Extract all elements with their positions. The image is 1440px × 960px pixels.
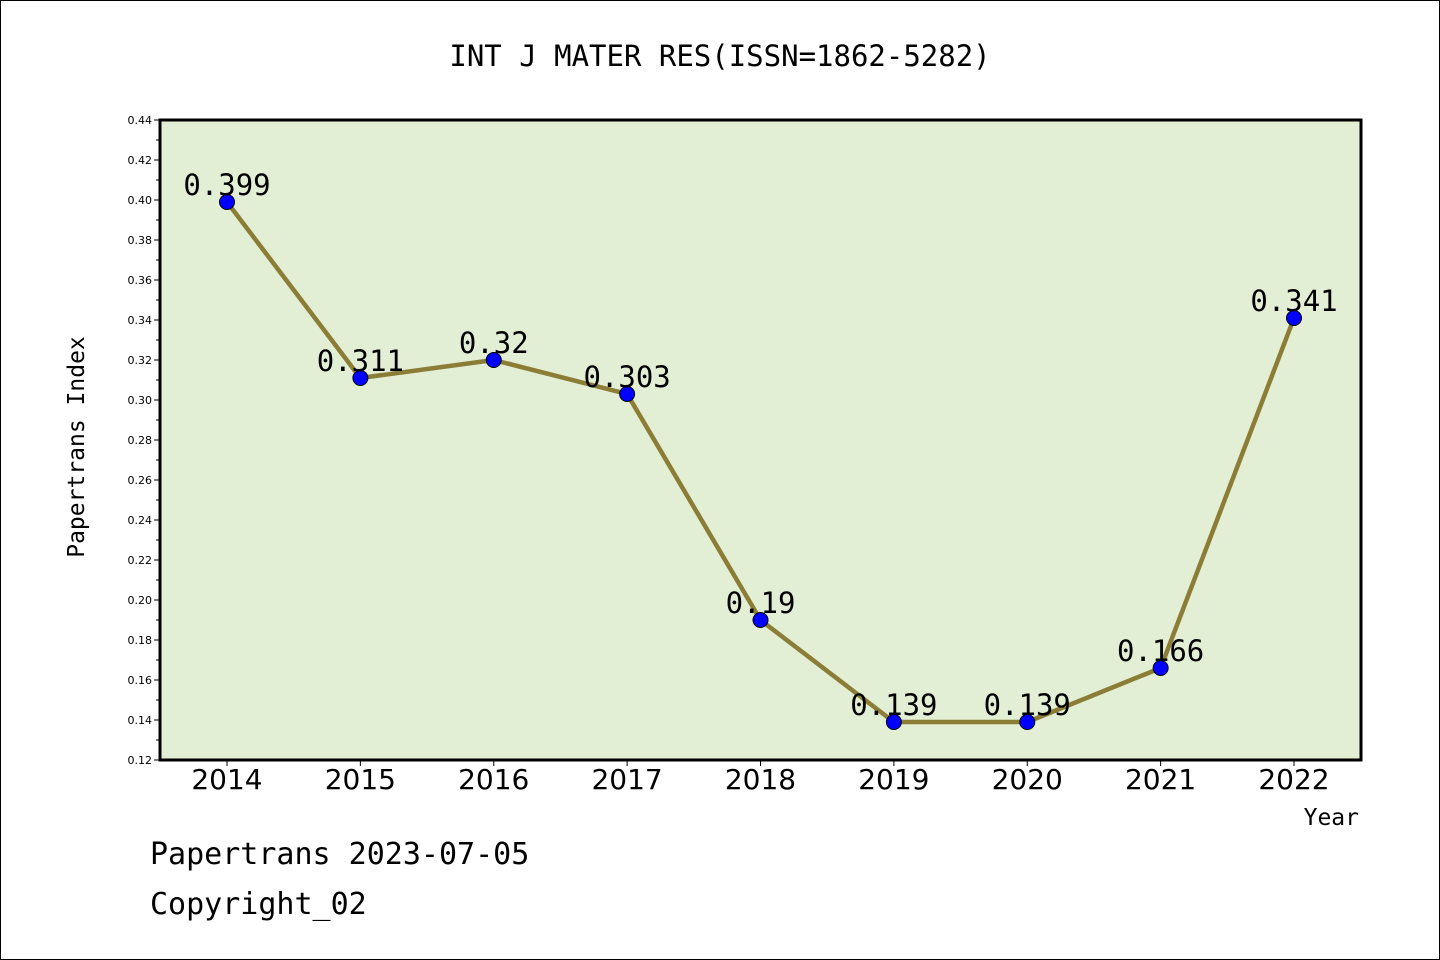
y-tick-label: 0.20 <box>128 594 153 607</box>
x-tick-label: 2014 <box>191 763 262 796</box>
plot-area <box>160 120 1361 760</box>
data-label: 0.19 <box>726 586 796 620</box>
y-tick-label: 0.40 <box>128 194 153 207</box>
data-point <box>885 714 902 730</box>
data-label: 0.303 <box>583 360 670 394</box>
data-point <box>1152 660 1169 676</box>
y-tick-label: 0.36 <box>128 274 153 287</box>
data-point <box>1286 310 1302 326</box>
y-tick-label: 0.30 <box>128 394 153 407</box>
footer-copyright: Copyright_02 <box>150 887 367 922</box>
y-tick-label: 0.14 <box>128 714 153 727</box>
data-point <box>1019 714 1036 730</box>
x-axis-label: Year <box>1304 805 1359 831</box>
y-tick-label: 0.12 <box>128 754 153 767</box>
y-tick-label: 0.16 <box>128 674 153 687</box>
data-label: 0.399 <box>183 168 270 202</box>
x-tick-label: 2020 <box>992 763 1063 796</box>
y-tick-label: 0.22 <box>128 554 153 567</box>
data-point <box>352 370 369 386</box>
y-tick-label: 0.44 <box>128 114 153 127</box>
y-tick-label: 0.26 <box>128 474 153 487</box>
data-point <box>485 352 502 368</box>
y-tick-label: 0.24 <box>128 514 153 527</box>
y-tick-label: 0.28 <box>128 434 153 447</box>
plot-border <box>158 118 1363 762</box>
y-tick-label: 0.34 <box>128 314 153 327</box>
chart-title: INT J MATER RES(ISSN=1862-5282) <box>449 39 990 73</box>
data-point <box>619 386 636 402</box>
x-tick-label: 2015 <box>325 763 396 796</box>
data-point <box>752 612 769 628</box>
x-tick-label: 2017 <box>591 763 662 796</box>
x-tick-label: 2018 <box>725 763 796 796</box>
data-label: 0.311 <box>317 344 404 378</box>
y-tick-label: 0.32 <box>128 354 153 367</box>
y-tick-label: 0.42 <box>128 154 153 167</box>
y-tick-label: 0.18 <box>128 634 153 647</box>
x-tick-label: 2022 <box>1258 763 1329 796</box>
x-tick-label: 2021 <box>1125 763 1196 796</box>
data-label: 0.139 <box>984 688 1071 722</box>
y-axis-label: Papertrans Index <box>64 336 90 558</box>
x-tick-label: 2016 <box>458 763 529 796</box>
data-label: 0.166 <box>1117 634 1204 668</box>
x-tick-label: 2019 <box>858 763 929 796</box>
data-label: 0.139 <box>850 688 937 722</box>
data-label: 0.341 <box>1250 284 1337 318</box>
data-point <box>219 194 235 210</box>
footer-date: Papertrans 2023-07-05 <box>150 837 529 872</box>
y-tick-label: 0.38 <box>128 234 153 247</box>
data-label: 0.32 <box>459 326 529 360</box>
